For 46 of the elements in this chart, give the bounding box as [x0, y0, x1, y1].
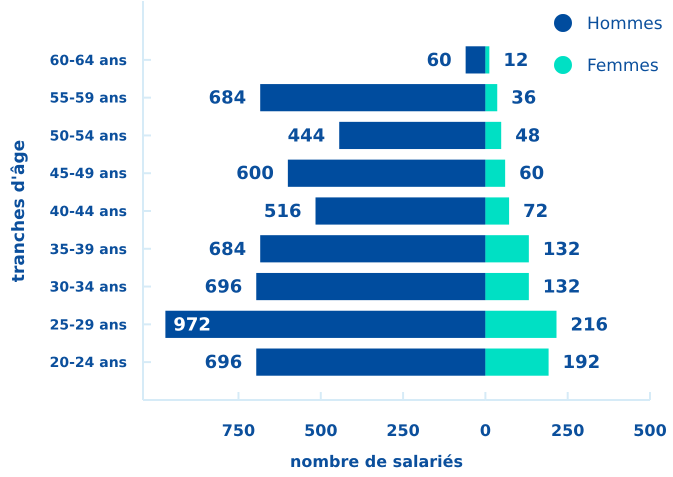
bar — [485, 160, 506, 187]
y-tick-label: 30-34 ans — [50, 280, 127, 296]
y-tick-label: 45-49 ans — [50, 166, 127, 182]
data-label: 684 — [208, 88, 246, 109]
data-label: 516 — [264, 201, 302, 222]
x-tick-label: 0 — [480, 421, 491, 440]
bar — [485, 122, 502, 150]
data-label: 132 — [542, 276, 580, 298]
bar — [485, 84, 498, 112]
data-label: 60 — [519, 163, 544, 184]
data-label: 48 — [515, 125, 540, 146]
data-label: 444 — [288, 125, 326, 146]
bar — [485, 46, 490, 74]
data-label: 12 — [503, 50, 528, 71]
y-axis-title: tranches d'âge — [9, 140, 29, 282]
data-label: 696 — [204, 352, 242, 374]
legend-label: Femmes — [587, 56, 659, 76]
data-label: 72 — [523, 201, 548, 222]
bar — [485, 235, 529, 262]
y-tick-label: 25-29 ans — [50, 317, 127, 334]
x-tick-label: 250 — [550, 421, 584, 440]
y-tick-label: 55-59 ans — [50, 90, 127, 107]
data-label: 192 — [562, 352, 600, 374]
x-tick-label: 500 — [633, 421, 667, 440]
y-tick-label: 50-54 ans — [50, 128, 127, 144]
x-tick-label: 500 — [304, 421, 338, 440]
bar — [485, 272, 529, 300]
bar — [485, 348, 549, 376]
x-tick-label: 250 — [386, 421, 420, 440]
data-label: 60 — [426, 50, 452, 71]
data-label: 684 — [208, 238, 246, 260]
data-label: 972 — [173, 314, 211, 336]
x-tick-label: 750 — [222, 421, 256, 440]
y-tick-label: 60-64 ans — [50, 52, 127, 69]
data-label: 132 — [542, 238, 580, 260]
data-label: 216 — [570, 314, 608, 336]
legend-label: Hommes — [587, 14, 663, 34]
bar — [485, 197, 510, 225]
y-tick-label: 35-39 ans — [50, 242, 127, 258]
data-label: 600 — [236, 163, 274, 184]
x-axis-title: nombre de salariés — [290, 452, 464, 471]
data-label: 696 — [204, 276, 242, 298]
bar — [485, 310, 556, 338]
data-label: 36 — [511, 88, 536, 109]
y-tick-label: 20-24 ans — [50, 355, 127, 372]
y-tick-label: 40-44 ans — [50, 204, 127, 220]
